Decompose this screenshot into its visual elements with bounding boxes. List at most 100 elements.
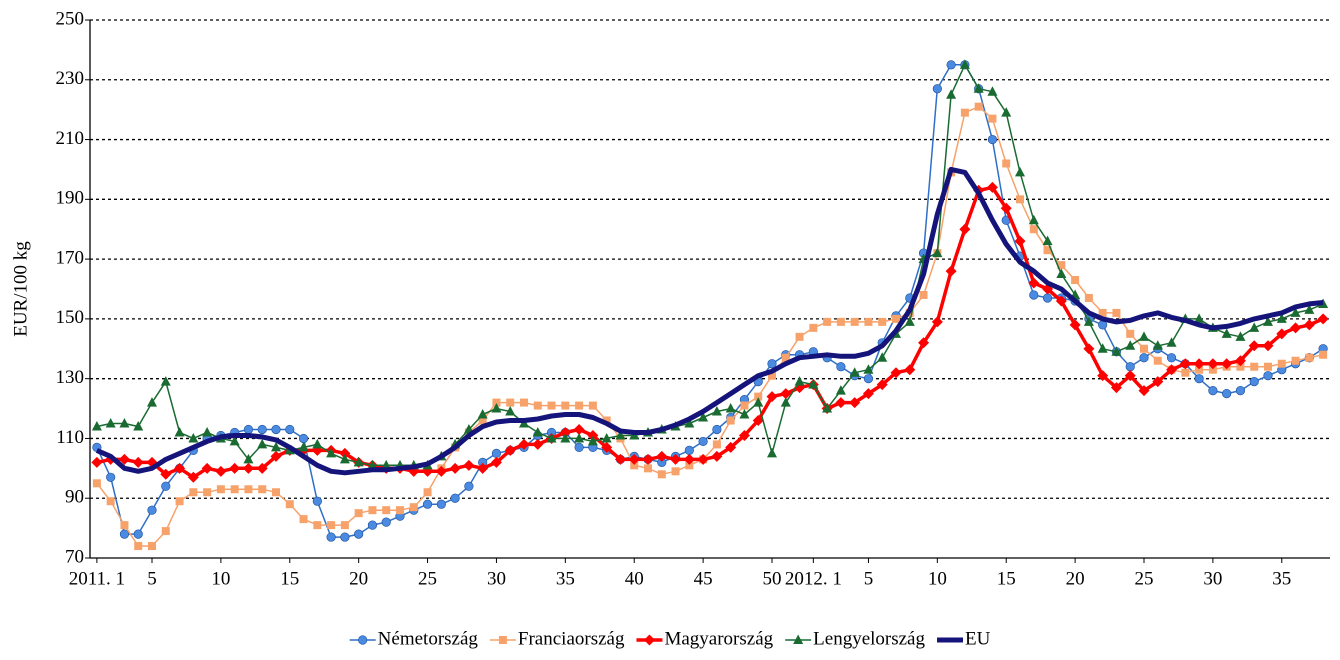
marker [587,435,598,446]
marker [1110,382,1122,394]
marker [118,453,130,465]
marker [726,416,735,425]
marker [560,432,571,443]
marker [601,441,613,453]
y-tick-label: 90 [65,487,84,508]
marker [202,426,213,437]
marker [904,364,916,376]
marker [1097,343,1108,353]
marker [161,481,171,491]
marker [919,290,928,299]
legend: Németország Franciaország Magyarország Leng… [349,628,991,649]
marker [1153,356,1162,365]
marker [174,426,185,437]
marker [230,485,239,494]
legend-label: Franciaország [518,628,625,649]
marker [258,485,267,494]
marker [326,532,336,542]
marker [160,468,172,480]
marker [546,432,557,443]
marker [435,465,447,477]
marker [1139,331,1149,341]
marker [1179,358,1191,370]
marker [1277,359,1286,368]
marker [147,505,157,515]
marker [601,432,612,443]
y-tick-label: 250 [56,8,85,29]
marker [532,438,544,450]
marker [1263,316,1273,326]
x-tick-label: 5 [864,568,874,589]
marker [464,481,474,491]
marker [396,506,404,515]
x-tick-label: 2011. 1 [69,568,125,589]
marker [1208,365,1217,374]
x-tick-label: 20 [1066,568,1085,589]
marker [657,470,666,479]
marker [767,359,777,369]
marker [1069,319,1081,331]
marker [381,517,391,527]
marker [932,247,943,258]
marker [573,423,585,435]
marker [988,114,997,123]
marker [119,529,130,539]
marker [270,450,282,462]
marker [559,426,571,438]
marker [339,447,351,459]
marker [780,388,792,400]
x-tick-label: 20 [349,568,368,589]
series-line [96,105,1324,547]
marker [1249,322,1260,332]
marker [271,424,281,435]
marker [1125,362,1135,372]
marker [257,424,267,435]
marker [106,472,116,482]
marker [532,426,543,437]
marker [877,352,888,362]
marker [491,403,502,413]
legend-label: EU [965,628,991,649]
y-axis-label: EUR/100 kg [10,241,31,337]
marker [1125,340,1136,350]
marker [215,465,227,477]
marker [656,450,668,462]
marker [960,108,969,117]
marker [367,459,378,470]
marker [878,317,887,326]
x-tick-label: 30 [487,568,506,589]
marker [1235,386,1246,396]
marker [92,479,101,488]
marker [533,401,542,410]
marker [1249,377,1259,387]
marker [642,453,654,465]
marker [120,521,129,530]
marker [436,499,446,509]
y-tick-label: 70 [65,546,84,567]
marker [520,398,528,407]
marker [890,367,902,379]
marker [1305,353,1314,362]
marker [932,84,942,94]
marker [174,462,186,474]
marker [477,462,489,474]
marker [422,499,433,509]
marker [1166,353,1177,363]
marker [1263,371,1273,381]
marker [1084,293,1093,302]
marker [132,456,144,468]
y-tick-label: 190 [56,188,85,209]
marker [1126,329,1135,338]
marker [973,83,984,93]
marker [285,500,294,509]
x-tick-label: 15 [280,568,299,589]
marker [986,181,998,193]
marker [644,464,652,473]
marker [1250,362,1259,371]
marker [1002,159,1011,168]
marker [1207,358,1219,370]
y-tick-label: 170 [56,247,85,268]
marker [354,509,363,518]
marker [313,521,322,530]
